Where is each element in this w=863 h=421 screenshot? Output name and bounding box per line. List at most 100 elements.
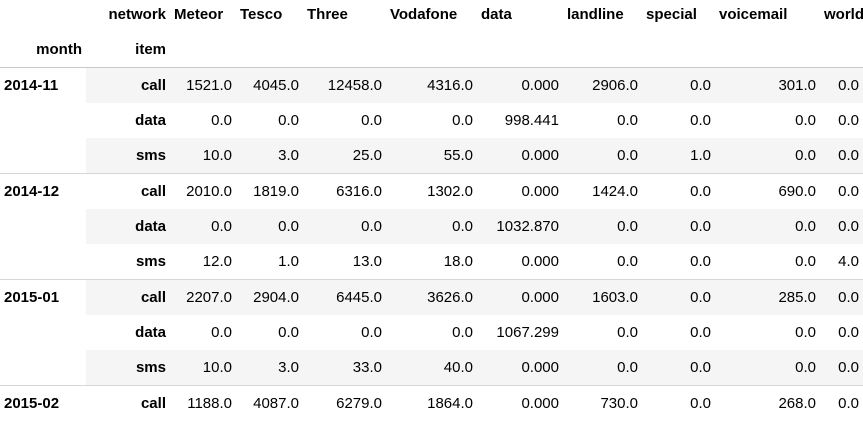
header-blank-cell xyxy=(563,32,642,68)
table-cell: 1424.0 xyxy=(563,174,642,210)
table-cell: 1032.870 xyxy=(477,209,563,244)
header-blank-cell xyxy=(715,32,820,68)
column-header-three: Three xyxy=(303,0,386,32)
table-cell: 0.000 xyxy=(477,350,563,386)
table-cell: 0.0 xyxy=(642,209,715,244)
row-month-label: 2015-01 xyxy=(0,280,86,386)
table-cell: 3626.0 xyxy=(386,280,477,316)
table-cell: 0.0 xyxy=(563,209,642,244)
table-cell: 0.0 xyxy=(642,244,715,280)
table-cell: 285.0 xyxy=(715,280,820,316)
table-cell: 0.0 xyxy=(820,103,863,138)
table-cell: 0.0 xyxy=(170,103,236,138)
table-cell: 1.0 xyxy=(236,244,303,280)
column-level-name: network xyxy=(86,0,170,32)
column-header-data: data xyxy=(477,0,563,32)
table-cell: 18.0 xyxy=(386,244,477,280)
table-cell: 0.0 xyxy=(642,280,715,316)
table-cell: 0.0 xyxy=(563,350,642,386)
table-cell: 0.0 xyxy=(642,350,715,386)
table-cell: 0.0 xyxy=(715,103,820,138)
table-cell: 0.0 xyxy=(303,103,386,138)
table-cell: 301.0 xyxy=(715,68,820,104)
table-cell: 1188.0 xyxy=(170,386,236,421)
table-cell: 730.0 xyxy=(563,386,642,421)
column-header-tesco: Tesco xyxy=(236,0,303,32)
table-cell: 3.0 xyxy=(236,350,303,386)
row-month-label: 2014-12 xyxy=(0,174,86,280)
row-item-label: call xyxy=(86,280,170,316)
table-cell: 0.0 xyxy=(170,315,236,350)
column-header-meteor: Meteor xyxy=(170,0,236,32)
row-item-label: sms xyxy=(86,138,170,174)
table-cell: 0.000 xyxy=(477,174,563,210)
table-cell: 0.0 xyxy=(236,209,303,244)
table-cell: 998.441 xyxy=(477,103,563,138)
table-cell: 1067.299 xyxy=(477,315,563,350)
row-item-label: sms xyxy=(86,350,170,386)
table-cell: 0.0 xyxy=(715,209,820,244)
table-cell: 3.0 xyxy=(236,138,303,174)
table-cell: 0.0 xyxy=(715,315,820,350)
table-cell: 1302.0 xyxy=(386,174,477,210)
table-cell: 0.0 xyxy=(642,315,715,350)
header-blank-cell xyxy=(170,32,236,68)
table-cell: 0.0 xyxy=(386,315,477,350)
table-cell: 0.0 xyxy=(820,350,863,386)
row-month-label: 2014-11 xyxy=(0,68,86,174)
table-cell: 25.0 xyxy=(303,138,386,174)
row-item-label: data xyxy=(86,209,170,244)
table-cell: 0.0 xyxy=(715,244,820,280)
row-month-label: 2015-02 xyxy=(0,386,86,421)
table-cell: 2207.0 xyxy=(170,280,236,316)
table-cell: 6316.0 xyxy=(303,174,386,210)
row-item-label: call xyxy=(86,174,170,210)
table-cell: 0.000 xyxy=(477,280,563,316)
table-cell: 1864.0 xyxy=(386,386,477,421)
table-cell: 690.0 xyxy=(715,174,820,210)
table-cell: 0.0 xyxy=(642,174,715,210)
table-cell: 0.0 xyxy=(715,138,820,174)
table-cell: 0.0 xyxy=(715,350,820,386)
header-row-index-names: month item xyxy=(0,32,863,68)
table-cell: 2906.0 xyxy=(563,68,642,104)
table-cell: 4.0 xyxy=(820,244,863,280)
table-cell: 12.0 xyxy=(170,244,236,280)
column-header-world: world xyxy=(820,0,863,32)
table-cell: 2010.0 xyxy=(170,174,236,210)
table-cell: 0.0 xyxy=(642,68,715,104)
table-cell: 0.0 xyxy=(820,315,863,350)
table-cell: 1.0 xyxy=(642,138,715,174)
header-blank-cell xyxy=(236,32,303,68)
table-cell: 0.0 xyxy=(820,386,863,421)
index-name-item: item xyxy=(86,32,170,68)
column-header-landline: landline xyxy=(563,0,642,32)
table-cell: 0.0 xyxy=(563,315,642,350)
table-cell: 0.000 xyxy=(477,138,563,174)
column-header-special: special xyxy=(642,0,715,32)
table-cell: 0.0 xyxy=(386,209,477,244)
row-item-label: data xyxy=(86,103,170,138)
header-blank-cell xyxy=(642,32,715,68)
table-cell: 1819.0 xyxy=(236,174,303,210)
header-blank-cell xyxy=(303,32,386,68)
table-cell: 0.0 xyxy=(303,315,386,350)
table-cell: 0.0 xyxy=(820,280,863,316)
table-cell: 0.0 xyxy=(563,138,642,174)
table-cell: 0.0 xyxy=(236,315,303,350)
table-cell: 0.000 xyxy=(477,386,563,421)
table-cell: 0.000 xyxy=(477,68,563,104)
header-blank-cell xyxy=(477,32,563,68)
table-cell: 13.0 xyxy=(303,244,386,280)
header-spacer xyxy=(0,0,86,32)
